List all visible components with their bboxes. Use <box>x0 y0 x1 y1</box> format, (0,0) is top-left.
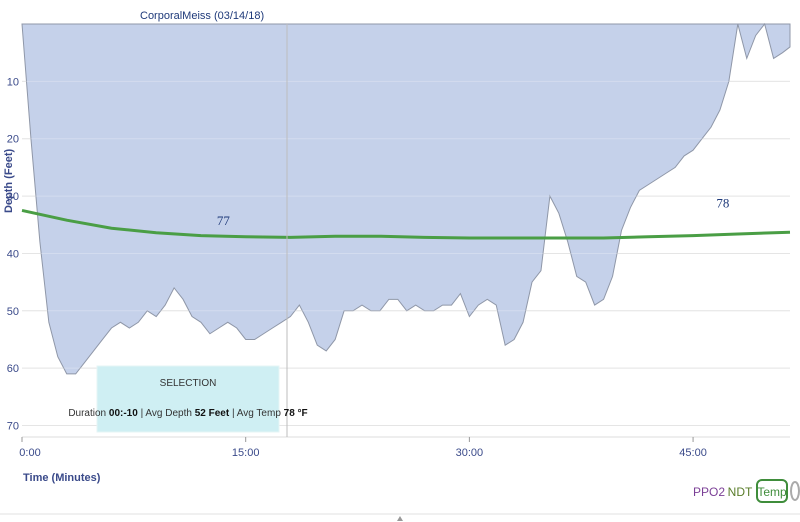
temp-annotation: 78 <box>716 196 729 211</box>
selection-label: | Avg Temp <box>229 408 283 419</box>
x-tick-label: 0:00 <box>19 447 40 459</box>
selection-value: 00:-10 <box>109 408 138 419</box>
y-axis-label: Depth (Feet) <box>3 149 15 214</box>
depth-area <box>21 22 791 375</box>
chart-title: CorporalMeiss (03/14/18) <box>140 10 264 22</box>
selection-box <box>96 365 280 433</box>
y-tick-label: 10 <box>7 76 19 88</box>
y-tick-label: 20 <box>7 134 19 146</box>
y-tick-label: 70 <box>7 421 19 433</box>
legend-ppo2[interactable]: PPO2 <box>693 485 725 499</box>
legend-ndt[interactable]: NDT <box>728 485 753 499</box>
y-tick-label: 50 <box>7 306 19 318</box>
selection-label: Duration <box>68 408 109 419</box>
y-tick-label: 40 <box>7 248 19 260</box>
x-tick-label: 30:00 <box>456 447 484 459</box>
selection-value: 78 °F <box>284 408 308 419</box>
x-axis-label: Time (Minutes) <box>23 472 101 484</box>
x-tick-label: 45:00 <box>679 447 707 459</box>
temp-annotation: 77 <box>217 213 231 228</box>
legend-temp[interactable]: Temp <box>757 485 787 499</box>
legend-toggle-icon[interactable] <box>790 481 800 501</box>
y-tick-label: 30 <box>7 191 19 203</box>
selection-title: SELECTION <box>160 378 217 389</box>
x-tick-label: 15:00 <box>232 447 260 459</box>
y-tick-label: 60 <box>7 363 19 375</box>
up-arrow-icon[interactable] <box>397 516 403 521</box>
selection-label: | Avg Depth <box>138 408 195 419</box>
selection-value: 52 Feet <box>195 408 230 419</box>
temperature-line <box>21 208 791 240</box>
selection-details: Duration 00:-10 | Avg Depth 52 Feet | Av… <box>68 408 307 419</box>
legend-temp-box[interactable] <box>756 479 788 503</box>
